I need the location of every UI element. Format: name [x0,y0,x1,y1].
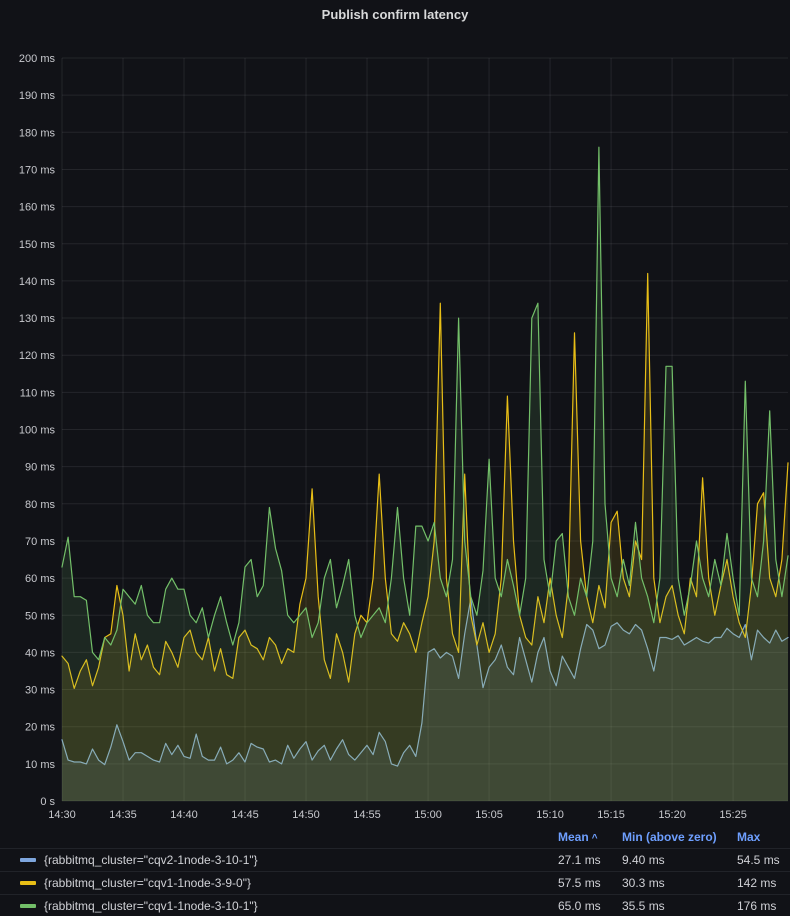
series-min-value: 35.5 ms [622,898,665,913]
x-axis-tick-label: 14:30 [48,809,76,821]
legend-min-header[interactable]: Min (above zero) [622,830,717,844]
series-color-swatch [20,858,36,862]
series-area [62,273,788,801]
series-max-value: 54.5 ms [737,853,780,867]
series-area [62,147,788,801]
series-line [61,597,789,767]
x-axis-tick-label: 14:40 [170,809,198,821]
y-axis-tick-label: 30 ms [25,685,55,697]
panel-title[interactable]: Publish confirm latency [321,7,469,22]
sort-ascending-icon: ^ [591,833,598,844]
y-axis-tick-label: 80 ms [25,499,55,511]
series-label[interactable]: {rabbitmq_cluster="cqv1-1node-3-10-1"} [44,898,258,913]
x-axis-tick-label: 14:55 [353,809,381,821]
y-axis-tick-label: 20 ms [25,722,55,734]
y-axis-tick-label: 170 ms [19,164,56,176]
legend-header-row: Mean ^ Min (above zero) Max [0,826,790,848]
legend-row-cqv1-1node-3-9-0[interactable]: {rabbitmq_cluster="cqv1-1node-3-9-0"} 57… [0,871,790,894]
legend-header-mean-label: Mean [558,830,589,844]
y-axis-tick-label: 50 ms [25,610,55,622]
x-axis-tick-label: 15:25 [719,809,747,821]
series-line [61,146,789,661]
series-line [61,272,789,690]
y-axis-tick-label: 180 ms [19,127,56,139]
x-axis-tick-label: 15:05 [475,809,503,821]
legend-max-header[interactable]: Max [737,830,761,844]
x-axis-tick-label: 15:15 [597,809,625,821]
y-axis-tick-label: 130 ms [19,313,56,325]
y-axis-tick-label: 10 ms [25,759,55,771]
y-axis-tick-label: 110 ms [20,387,56,399]
x-axis-tick-label: 15:10 [536,809,564,821]
y-axis-tick-label: 70 ms [25,536,55,548]
series-label[interactable]: {rabbitmq_cluster="cqv1-1node-3-9-0"} [44,876,251,890]
y-axis-tick-label: 100 ms [19,425,56,437]
legend-table: Mean ^ Min (above zero) Max {rabbitmq_clu… [0,826,790,916]
y-axis-tick-label: 140 ms [19,276,56,288]
x-axis-tick-label: 15:00 [414,809,442,821]
y-axis-tick-label: 160 ms [19,202,56,214]
series-mean-value: 57.5 ms [558,876,601,890]
y-axis-tick-label: 90 ms [25,462,55,474]
y-axis-tick-label: 120 ms [19,350,56,362]
series-label[interactable]: {rabbitmq_cluster="cqv2-1node-3-10-1"} [44,853,258,867]
series-area [62,598,788,801]
y-axis-tick-label: 190 ms [19,90,56,102]
series-max-value: 142 ms [737,876,777,890]
x-axis-tick-label: 14:35 [109,809,137,821]
legend-sort-mean-header[interactable]: Mean ^ [558,830,622,844]
series-min-value: 30.3 ms [622,876,665,890]
series-mean-value: 27.1 ms [558,853,601,867]
time-series-chart[interactable]: 0 s 10 ms 20 ms 30 ms 40 ms 50 ms 60 ms 70 ms 80… [0,0,790,824]
y-axis-tick-label: 0 s [40,796,55,808]
y-axis-tick-label: 200 ms [19,53,56,65]
series-color-swatch [20,881,36,885]
legend-row-cqv1-1node-3-10-1[interactable]: {rabbitmq_cluster="cqv1-1node-3-10-1"} 6… [0,894,790,916]
legend-row-cqv2-1node-3-10-1[interactable]: {rabbitmq_cluster="cqv2-1node-3-10-1"} 2… [0,848,790,871]
series-color-swatch [20,903,36,908]
y-axis-tick-label: 150 ms [19,239,56,251]
x-axis-tick-label: 15:20 [658,809,686,821]
series-mean-value: 65.0 ms [558,898,601,913]
x-axis-tick-label: 14:45 [231,809,259,821]
x-axis-tick-label: 14:50 [292,809,320,821]
series-max-value: 176 ms [737,898,777,913]
y-axis-tick-label: 60 ms [25,573,55,585]
y-axis-tick-label: 40 ms [25,647,55,659]
series-min-value: 9.40 ms [622,853,665,867]
